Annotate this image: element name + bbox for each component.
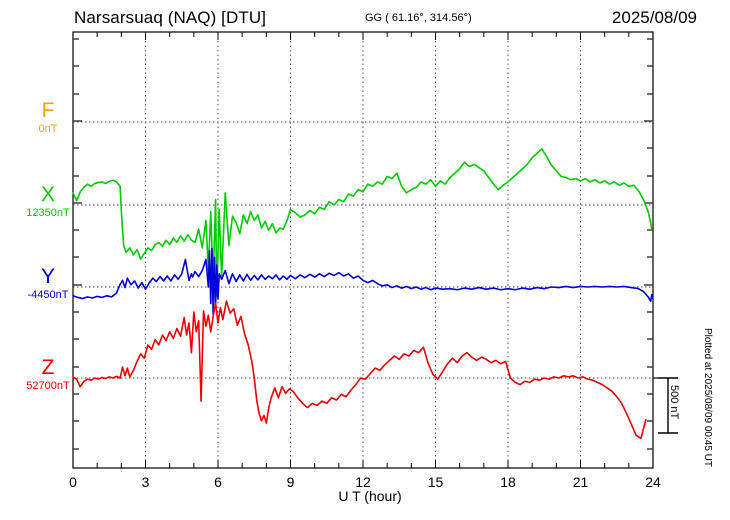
scale-bar-label: 500 nT [668,385,680,420]
x-tick-label: 12 [355,474,371,490]
x-tick-label: 9 [286,474,295,490]
component-label-y: Y -4450nT [16,266,80,302]
x-tick-label: 18 [500,474,516,490]
component-label-x: X 12350nT [16,184,80,220]
x-tick-label: 21 [572,474,589,490]
trace-y [72,247,654,316]
component-name-x: X [40,183,55,206]
plot-frame [72,31,654,469]
trace-x [72,148,653,298]
component-baseline-x: 12350nT [26,207,70,219]
component-label-z: Z 52700nT [16,357,80,393]
x-tick-label: 0 [69,474,77,490]
station-title: Narsarsuaq (NAQ) [DTU] [74,8,267,27]
component-baseline-y: -4450nT [27,289,69,301]
x-tick-label: 15 [427,474,444,490]
x-tick-label: 3 [141,474,150,490]
component-name-f: F [41,99,55,122]
component-baseline-z: 52700nT [26,380,70,392]
component-name-z: Z [41,356,55,379]
component-label-f: F 0nT [16,100,80,136]
plotted-timestamp: Plotted at 2025/08/09 00:45 UT [702,328,713,467]
x-axis-title: U T (hour) [338,488,402,504]
x-tick-label: 6 [214,474,222,490]
geographic-coordinates: GG ( 61.16°, 314.56°) [365,12,472,24]
component-baseline-f: 0nT [38,123,58,135]
trace-z [72,300,647,440]
observation-date: 2025/08/09 [611,8,697,27]
component-name-y: Y [40,265,55,288]
x-tick-label: 24 [645,474,661,490]
